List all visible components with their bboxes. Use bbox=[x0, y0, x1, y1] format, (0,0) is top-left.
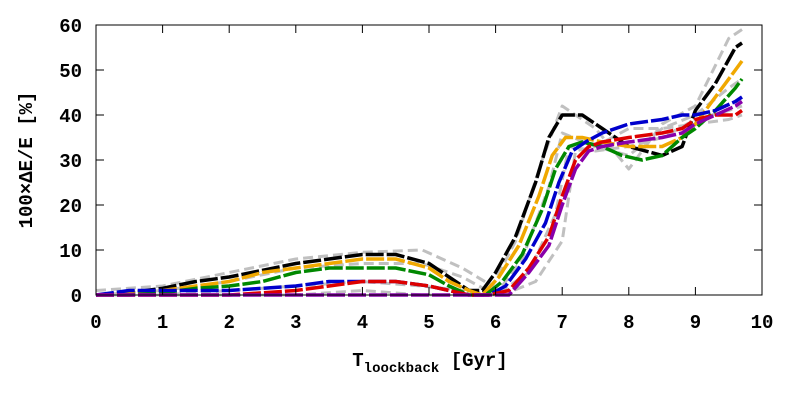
y-axis-label: 100×ΔE/E [%] bbox=[16, 92, 38, 229]
x-tick-label-10: 10 bbox=[751, 312, 774, 334]
x-axis-label-subscript: loockback bbox=[364, 361, 440, 377]
series-line-ensemble-3 bbox=[96, 113, 743, 297]
series-line-blue-7 bbox=[95, 95, 743, 297]
x-tick-label-7: 7 bbox=[556, 312, 567, 334]
series-line-ensemble-0 bbox=[95, 28, 743, 292]
x-tick-label-3: 3 bbox=[290, 312, 301, 334]
ticks-layer: 0 1 2 3 4 5 6 7 8 9 10 0 10 20 30 40 50 60 bbox=[59, 16, 773, 334]
series-layer bbox=[95, 28, 744, 297]
x-tick-label-5: 5 bbox=[423, 312, 434, 334]
x-axis-label-unit: [Gyr] bbox=[451, 350, 508, 372]
x-axis-label: Tloockback [Gyr] bbox=[352, 350, 507, 377]
series-line-black-4 bbox=[95, 41, 743, 297]
x-tick-label-1: 1 bbox=[157, 312, 168, 334]
y-tick-label-6: 60 bbox=[59, 16, 82, 38]
y-tick-label-3: 30 bbox=[59, 151, 82, 173]
x-tick-label-4: 4 bbox=[357, 312, 368, 334]
x-tick-label-9: 9 bbox=[690, 312, 701, 334]
x-tick-label-0: 0 bbox=[90, 312, 101, 334]
x-tick-label-8: 8 bbox=[623, 312, 634, 334]
x-axis-label-main: T bbox=[352, 350, 363, 372]
y-tick-label-2: 20 bbox=[59, 196, 82, 218]
y-tick-label-5: 50 bbox=[59, 61, 82, 83]
y-tick-label-4: 40 bbox=[59, 106, 82, 128]
series-line-green-6 bbox=[96, 77, 744, 297]
series-line-ensemble-1 bbox=[95, 77, 743, 297]
series-line-orange-5 bbox=[95, 59, 744, 297]
y-tick-label-1: 10 bbox=[59, 241, 82, 263]
x-axis-label-space bbox=[439, 350, 450, 372]
y-tick-label-0: 0 bbox=[71, 286, 82, 308]
x-tick-label-2: 2 bbox=[223, 312, 234, 334]
x-tick-label-6: 6 bbox=[490, 312, 501, 334]
